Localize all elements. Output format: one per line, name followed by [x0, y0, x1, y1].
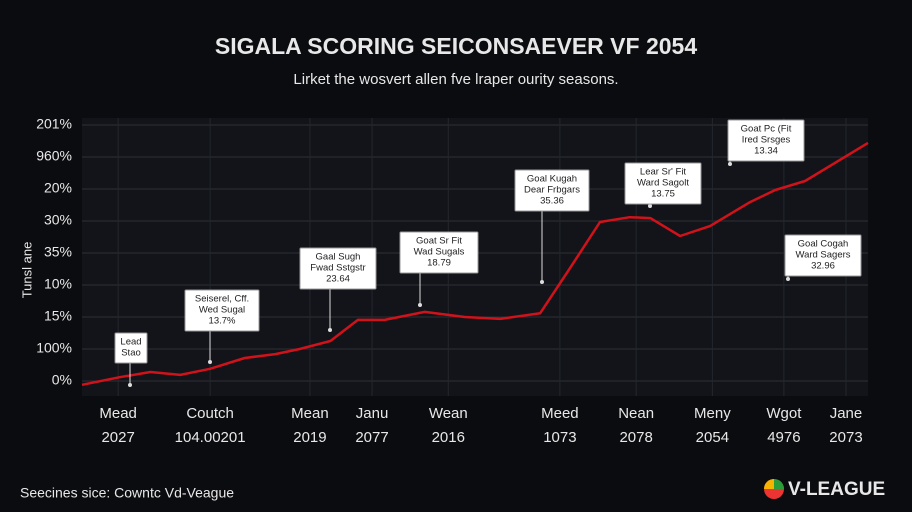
x-tick-label: 2077	[355, 429, 388, 446]
chart-subtitle: Lirket the wosvert allen fve lraper ouri…	[293, 71, 618, 88]
annotation-text: Seiserel, Cff.	[195, 294, 249, 305]
x-tick-label: Mead	[99, 405, 137, 422]
x-tick-label: 2078	[619, 429, 652, 446]
annotation-box	[114, 332, 148, 364]
annotation-text: Ward Sagers	[795, 250, 850, 261]
y-tick-label: 15%	[44, 308, 72, 324]
annotation-box	[514, 169, 590, 212]
annotation-box	[399, 231, 479, 274]
y-tick-label: 960%	[36, 148, 72, 164]
y-tick-label: 0%	[52, 372, 72, 388]
annotation-text: Goal Cogah	[798, 239, 849, 250]
y-tick-label: 35%	[44, 244, 72, 260]
annotation-text: Goat Sr Fit	[416, 236, 462, 247]
x-tick-label: Janu	[356, 405, 389, 422]
annotation-dot	[128, 383, 132, 387]
annotation-text: 13.75	[651, 189, 675, 200]
annotation-dot	[208, 360, 212, 364]
x-tick-label: 2027	[101, 429, 134, 446]
annotation-box	[784, 234, 862, 277]
data-line	[81, 141, 869, 387]
x-tick-label: 2019	[293, 429, 326, 446]
annotation-text: Fwad Sstgstr	[310, 263, 365, 274]
annotation-dot	[728, 162, 732, 166]
annotation-text: 23.64	[326, 274, 350, 285]
logo-icon-part	[764, 479, 774, 489]
x-tick-label: Jane	[830, 405, 863, 422]
annotation-text: 13.34	[754, 146, 778, 157]
annotation-dot	[328, 328, 332, 332]
annotation-text: Lear Sr' Fit	[640, 167, 687, 178]
annotation-text: Gaal Sugh	[316, 252, 361, 263]
annotation-text: Dear Frbgars	[524, 185, 580, 196]
x-tick-label: Nean	[618, 405, 654, 422]
annotation-box	[624, 162, 702, 205]
annotation-text: Ired Srsges	[742, 135, 791, 146]
annotation-text: 18.79	[427, 258, 451, 269]
x-tick-label: Wgot	[766, 405, 802, 422]
annotation-dot	[540, 280, 544, 284]
x-tick-label: Wean	[429, 405, 468, 422]
chart-title: SIGALA SCORING SEICONSAEVER VF 2054	[215, 33, 697, 59]
x-tick-label: Mean	[291, 405, 329, 422]
logo-icon-part	[774, 479, 784, 489]
annotation-text: Stao	[121, 348, 141, 359]
annotation-dot	[418, 303, 422, 307]
annotation-box	[184, 289, 260, 332]
annotation-box	[727, 119, 805, 162]
y-tick-label: 20%	[44, 180, 72, 196]
x-tick-label: 2073	[829, 429, 862, 446]
x-tick-label: Coutch	[186, 405, 234, 422]
annotation-text: 35.36	[540, 196, 564, 207]
annotation-text: Wad Sugals	[414, 247, 465, 258]
y-tick-label: 30%	[44, 212, 72, 228]
x-tick-label: 2054	[696, 429, 729, 446]
x-tick-label: Meed	[541, 405, 579, 422]
y-tick-label: 201%	[36, 116, 72, 132]
annotation-dot	[786, 277, 790, 281]
annotation-text: Goat Pc (Fit	[741, 124, 792, 135]
x-tick-label: 1073	[543, 429, 576, 446]
y-axis-label: Tunsl ane	[19, 242, 34, 299]
y-tick-label: 10%	[44, 276, 72, 292]
x-tick-label: Meny	[694, 405, 731, 422]
x-tick-label: 4976	[767, 429, 800, 446]
source-note: Seecines sice: Cowntc Vd-Veague	[20, 485, 234, 501]
annotation-text: Ward Sagolt	[637, 178, 689, 189]
annotation-text: 32.96	[811, 261, 835, 272]
annotation-text: Lead	[120, 337, 141, 348]
annotation-dot	[648, 204, 652, 208]
x-tick-label: 104.00201	[175, 429, 246, 446]
x-tick-label: 2016	[432, 429, 465, 446]
annotation-box	[299, 247, 377, 290]
annotation-text: Wed Sugal	[199, 305, 245, 316]
y-tick-label: 100%	[36, 340, 72, 356]
logo-text: V-LEAGUE	[788, 479, 885, 500]
annotation-text: Goal Kugah	[527, 174, 577, 185]
annotation-text: 13.7%	[209, 316, 236, 327]
